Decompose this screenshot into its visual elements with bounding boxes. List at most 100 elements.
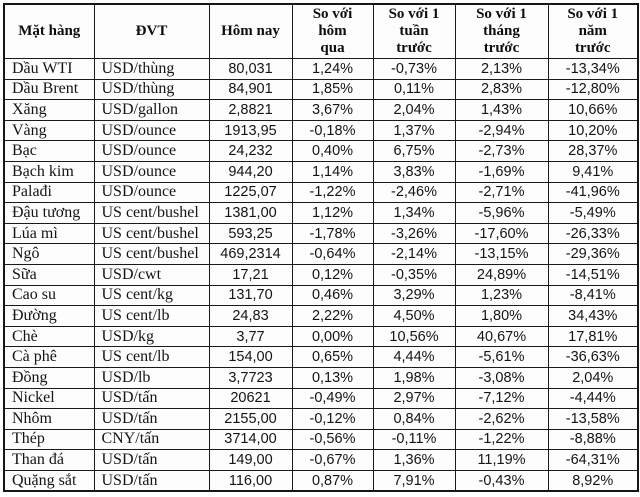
unit-value: USD/gallon: [93, 99, 210, 121]
commodity-name: Thép: [3, 428, 95, 451]
today-value: 131,70: [208, 284, 293, 307]
change-vs-year: 10,66%: [547, 99, 639, 121]
column-header-unit: ĐVT: [93, 3, 210, 59]
commodity-name: Than đá: [3, 449, 95, 471]
unit-value: USD/tấn: [93, 449, 210, 471]
change-vs-yesterday: -0,12%: [291, 408, 374, 430]
change-vs-week: -0,73%: [372, 58, 456, 80]
change-vs-year: 10,20%: [547, 119, 639, 142]
commodity-name: Nhôm: [3, 408, 95, 430]
table-row: Bạch kim USD/ounce 944,20 1,14% 3,83% -1,69% 9…: [3, 160, 639, 183]
unit-value: USD/thùng: [93, 58, 210, 80]
commodity-price-table: Mặt hàng ĐVT Hôm nay So với hôm qua So v…: [3, 3, 639, 493]
commodity-name: Sữa: [3, 263, 95, 286]
commodity-name: Đồng: [3, 366, 95, 389]
table-row: Sữa USD/cwt 17,21 0,12% -0,35% 24,89% -14,51%: [3, 263, 639, 286]
change-vs-week: 7,91%: [372, 469, 456, 492]
change-vs-year: -5,49%: [547, 202, 639, 224]
table-row: Dầu Brent USD/thùng 84,901 1,85% 0,11% 2,83% -…: [3, 78, 639, 101]
change-vs-year: -36,63%: [547, 346, 639, 368]
change-vs-year: 9,41%: [547, 160, 639, 183]
commodity-name: Xăng: [3, 99, 95, 121]
table-row: Cao su US cent/kg 131,70 0,46% 3,29% 1,23% -8,…: [3, 284, 639, 307]
change-vs-week: -2,14%: [372, 243, 456, 265]
unit-value: US cent/lb: [93, 346, 210, 368]
change-vs-month: -2,62%: [454, 408, 549, 430]
column-header-vs-month: So với 1 tháng trước: [454, 3, 549, 59]
today-value: 1913,95: [208, 119, 293, 142]
change-vs-yesterday: -0,67%: [291, 449, 374, 471]
change-vs-yesterday: 1,85%: [291, 78, 374, 101]
change-vs-yesterday: 1,12%: [291, 202, 374, 224]
column-header-vs-week: So với 1 tuần trước: [372, 3, 456, 59]
commodity-name: Dầu Brent: [3, 78, 95, 101]
unit-value: USD/tấn: [93, 387, 210, 410]
change-vs-yesterday: 3,67%: [291, 99, 374, 121]
change-vs-yesterday: 2,22%: [291, 305, 374, 327]
commodity-name: Chè: [3, 325, 95, 348]
change-vs-yesterday: -1,78%: [291, 222, 374, 245]
table-row: Đậu tương US cent/bushel 1381,00 1,12% 1,34%…: [3, 202, 639, 224]
today-value: 2155,00: [208, 408, 293, 430]
change-vs-month: 2,83%: [454, 78, 549, 101]
change-vs-year: -8,88%: [547, 428, 639, 451]
change-vs-month: 2,13%: [454, 58, 549, 80]
change-vs-week: 4,50%: [372, 305, 456, 327]
change-vs-year: 17,81%: [547, 325, 639, 348]
table-row: Xăng USD/gallon 2,8821 3,67% 2,04% 1,43% 10,66…: [3, 99, 639, 121]
change-vs-year: 8,92%: [547, 469, 639, 492]
change-vs-yesterday: -0,64%: [291, 243, 374, 265]
change-vs-week: 3,83%: [372, 160, 456, 183]
change-vs-yesterday: 0,13%: [291, 366, 374, 389]
today-value: 24,232: [208, 140, 293, 162]
change-vs-year: 2,04%: [547, 366, 639, 389]
commodity-name: Lúa mì: [3, 222, 95, 245]
table-row: Than đá USD/tấn 149,00 -0,67% 1,36% 11,19% -64…: [3, 449, 639, 471]
change-vs-month: -2,94%: [454, 119, 549, 142]
change-vs-year: -64,31%: [547, 449, 639, 471]
change-vs-month: -2,71%: [454, 181, 549, 204]
change-vs-month: 1,43%: [454, 99, 549, 121]
column-header-commodity: Mặt hàng: [3, 3, 95, 59]
unit-value: USD/ounce: [93, 181, 210, 204]
today-value: 469,2314: [208, 243, 293, 265]
today-value: 17,21: [208, 263, 293, 286]
change-vs-week: 0,11%: [372, 78, 456, 101]
change-vs-month: 24,89%: [454, 263, 549, 286]
change-vs-yesterday: 0,46%: [291, 284, 374, 307]
table-row: Lúa mì US cent/bushel 593,25 -1,78% -3,26% -1…: [3, 222, 639, 245]
unit-value: US cent/bushel: [93, 202, 210, 224]
unit-value: US cent/kg: [93, 284, 210, 307]
change-vs-week: 1,37%: [372, 119, 456, 142]
today-value: 593,25: [208, 222, 293, 245]
today-value: 80,031: [208, 58, 293, 80]
change-vs-week: -3,26%: [372, 222, 456, 245]
unit-value: US cent/bushel: [93, 243, 210, 265]
commodity-name: Đậu tương: [3, 202, 95, 224]
table-row: Thép CNY/tấn 3714,00 -0,56% -0,11% -1,22% -8,8…: [3, 428, 639, 451]
change-vs-week: 2,97%: [372, 387, 456, 410]
unit-value: USD/lb: [93, 366, 210, 389]
change-vs-week: 4,44%: [372, 346, 456, 368]
unit-value: US cent/lb: [93, 305, 210, 327]
change-vs-yesterday: 1,24%: [291, 58, 374, 80]
unit-value: USD/cwt: [93, 263, 210, 286]
change-vs-month: 40,67%: [454, 325, 549, 348]
unit-value: USD/ounce: [93, 119, 210, 142]
table-row: Đường US cent/lb 24,83 2,22% 4,50% 1,80% 34,43…: [3, 305, 639, 327]
unit-value: USD/thùng: [93, 78, 210, 101]
change-vs-yesterday: 0,40%: [291, 140, 374, 162]
change-vs-month: -5,96%: [454, 202, 549, 224]
change-vs-month: -17,60%: [454, 222, 549, 245]
change-vs-week: 1,36%: [372, 449, 456, 471]
change-vs-month: 1,23%: [454, 284, 549, 307]
change-vs-yesterday: -0,56%: [291, 428, 374, 451]
commodity-name: Cà phê: [3, 346, 95, 368]
unit-value: USD/ounce: [93, 160, 210, 183]
commodity-name: Vàng: [3, 119, 95, 142]
table-row: Cà phê US cent/lb 154,00 0,65% 4,44% -5,61% -3…: [3, 346, 639, 368]
change-vs-yesterday: -1,22%: [291, 181, 374, 204]
today-value: 944,20: [208, 160, 293, 183]
change-vs-week: -0,11%: [372, 428, 456, 451]
commodity-name: Bạch kim: [3, 160, 95, 183]
